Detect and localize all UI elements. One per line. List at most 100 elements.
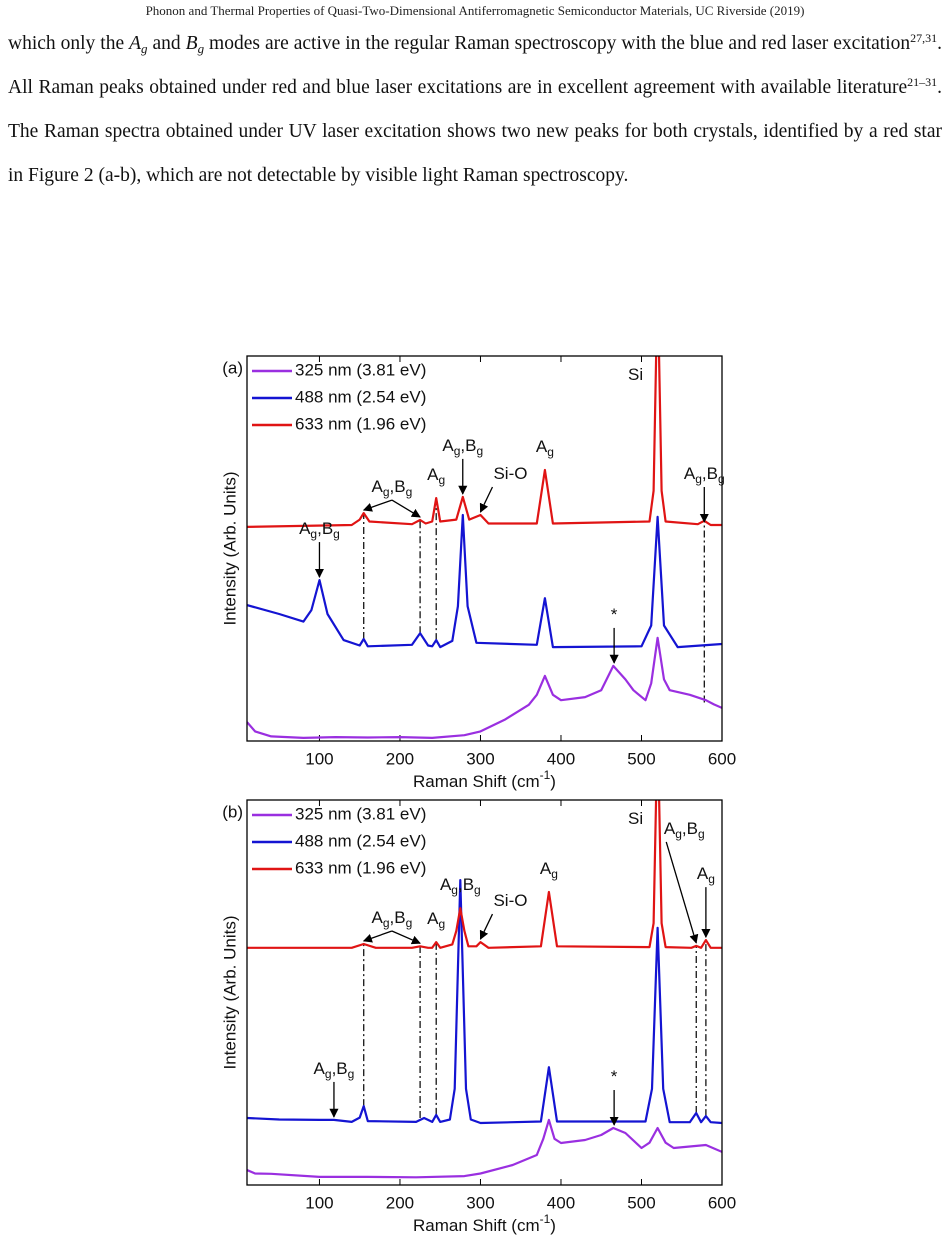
annotation-text: A: [536, 437, 548, 456]
spectrum-line: [247, 513, 722, 649]
text-run: B: [185, 33, 198, 54]
x-axis-label-sup: -1: [540, 768, 551, 782]
annotation-text: Si-O: [493, 464, 527, 483]
chart: 100 200 300 400 500 600 Raman Shift (cm-1) Inte…: [220, 799, 736, 1235]
annotation-sub: g: [383, 916, 390, 930]
annotation-sub: g: [406, 916, 413, 930]
text-run: which only the: [8, 33, 130, 54]
running-header: Phonon and Thermal Properties of Quasi-T…: [145, 3, 805, 18]
x-tick-label: 500: [627, 749, 655, 768]
annotation-sub: g: [333, 527, 340, 541]
annotation: Ag: [536, 437, 554, 459]
annotation-sub: g: [406, 485, 413, 499]
plot-frame: [246, 799, 723, 1186]
annotation: Ag: [697, 865, 715, 887]
annotation-sub: g: [698, 827, 705, 841]
annotation: *: [611, 605, 618, 624]
annotation-arrow: [362, 499, 393, 512]
annotation-arrow: [391, 930, 421, 945]
annotation-text: A: [372, 908, 384, 927]
annotation-sub: g: [454, 444, 461, 458]
annotation-arrow: [479, 913, 494, 940]
spectrum-line: [247, 636, 722, 739]
annotation-arrow: [665, 841, 699, 944]
annotation-text: *: [611, 1068, 618, 1087]
annotation: Si-O: [493, 464, 527, 483]
annotation-text: ,B: [682, 819, 698, 838]
legend-label: 325 nm (3.81 eV): [295, 360, 426, 379]
annotation: Ag,Bg: [299, 520, 340, 542]
x-axis-label-text: ): [550, 1216, 556, 1235]
legend-label: 488 nm (2.54 eV): [295, 387, 426, 406]
annotation-text: A: [442, 436, 454, 455]
annotation-sub: g: [439, 473, 446, 487]
annotation-text: A: [540, 859, 552, 878]
text-run: 27,31: [910, 31, 938, 45]
annotation-text: A: [427, 910, 439, 929]
annotation-text: ,B: [332, 1059, 348, 1078]
annotation-text: ,B: [460, 436, 476, 455]
annotation: *: [611, 1068, 618, 1087]
annotation-text: ,B: [390, 908, 406, 927]
x-axis-label-text: Raman Shift (cm: [413, 1216, 540, 1235]
panel-label: (a): [222, 358, 243, 377]
annotation-sub: g: [695, 472, 702, 486]
annotation-text: Si: [628, 365, 643, 384]
y-axis-label: Intensity (Arb. Units): [220, 916, 239, 1070]
x-tick-label: 600: [708, 749, 736, 768]
x-tick-label: 100: [305, 1193, 333, 1212]
annotation-sub: g: [439, 917, 446, 931]
annotation: Ag: [540, 859, 558, 881]
annotation: Ag,Bg: [372, 478, 413, 500]
y-axis-label: Intensity (Arb. Units): [220, 472, 239, 626]
annotation-text: A: [372, 478, 384, 497]
annotation-arrow: [479, 486, 494, 513]
chart: 100 200 300 400 500 600 Raman Shift (cm-1) Inte…: [220, 355, 736, 791]
x-axis-label: Raman Shift (cm-1): [413, 768, 556, 791]
annotation: Ag,Bg: [372, 908, 413, 930]
paragraph: which only the Ag and Bg modes are activ…: [8, 22, 942, 198]
x-tick-label: 100: [305, 749, 333, 768]
spectrum-line: [247, 879, 722, 1125]
annotation: Ag,Bg: [440, 876, 481, 898]
annotation-sub: g: [310, 527, 317, 541]
annotation-text: A: [427, 466, 439, 485]
x-tick-label: 400: [547, 1193, 575, 1212]
annotation-text: A: [664, 819, 676, 838]
annotation-sub: g: [383, 485, 390, 499]
legend-label: 488 nm (2.54 eV): [295, 831, 426, 850]
annotation-text: A: [684, 464, 696, 483]
legend-label: 325 nm (3.81 eV): [295, 804, 426, 823]
text-run: modes are active in the regular Raman sp…: [204, 33, 911, 54]
annotation-sub: g: [547, 445, 554, 459]
annotation-text: A: [314, 1059, 326, 1078]
annotation: Si: [628, 365, 643, 384]
annotation-text: *: [611, 605, 618, 624]
x-tick-label: 400: [547, 749, 575, 768]
spectrum-line: [247, 356, 722, 528]
text-run: . The Raman spectra obtained under UV la…: [8, 77, 942, 186]
annotation: Ag,Bg: [314, 1059, 355, 1081]
annotation-sub: g: [718, 472, 725, 486]
annotation-arrow: [362, 930, 393, 943]
annotation-sub: g: [476, 444, 483, 458]
text-run: 21–31: [907, 75, 938, 89]
annotation-sub: g: [708, 872, 715, 886]
annotation: Si: [628, 809, 643, 828]
legend-label: 633 nm (1.96 eV): [295, 858, 426, 877]
annotation-sub: g: [325, 1067, 332, 1081]
annotation: Ag,Bg: [664, 819, 705, 841]
annotation-sub: g: [675, 827, 682, 841]
x-tick-label: 200: [386, 749, 414, 768]
annotation-text: A: [697, 865, 709, 884]
x-axis-label-text: Raman Shift (cm: [413, 772, 540, 791]
text-run: A: [129, 33, 142, 54]
x-tick-label: 300: [466, 749, 494, 768]
x-tick-label: 200: [386, 1193, 414, 1212]
x-tick-label: 500: [627, 1193, 655, 1212]
annotation-text: ,B: [390, 478, 406, 497]
legend-label: 633 nm (1.96 eV): [295, 414, 426, 433]
annotation-text: Si: [628, 809, 643, 828]
text-run: . All Raman peaks obtained under red and…: [8, 33, 942, 98]
